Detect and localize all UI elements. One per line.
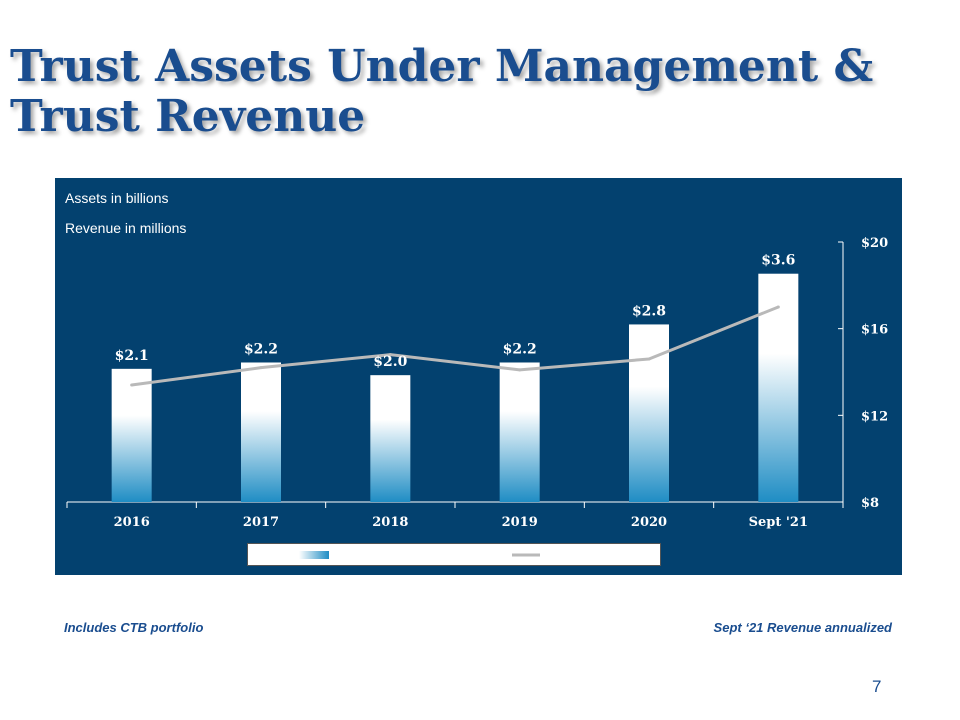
y-axis-right-tick-label: $12 — [861, 409, 888, 424]
revenue-point — [647, 357, 651, 361]
revenue-point — [776, 305, 780, 309]
chart-panel: Assets in billions Revenue in millions $… — [55, 178, 902, 575]
bar-managed-assets — [370, 375, 411, 502]
chart-svg: $20 $16 $12 $8 $2.1 2016 $2.2 2017 $2.0 2018 $2.2… — [66, 236, 888, 566]
title-line-1: Trust Assets Under Management & — [10, 41, 874, 92]
bar-value-label: $2.2 — [244, 341, 278, 357]
y-axis-right-tick-label: $16 — [861, 323, 888, 338]
x-axis-tick-label: 2018 — [372, 515, 408, 530]
x-axis-tick-label: Sept '21 — [749, 515, 808, 530]
x-axis-tick-label: 2017 — [243, 515, 279, 530]
bar-value-label: $2.0 — [373, 354, 407, 370]
revenue-point — [130, 383, 134, 387]
bar-managed-assets — [111, 368, 152, 502]
legend-swatch-managed-assets — [299, 551, 329, 559]
footnote-right: Sept ‘21 Revenue annualized — [713, 620, 892, 635]
legend-border — [247, 543, 661, 566]
x-axis-tick-label: 2020 — [631, 515, 667, 530]
legend-label-revenue: Revenue — [541, 549, 603, 564]
revenue-point — [388, 353, 392, 357]
bar-value-label: $2.2 — [503, 341, 537, 357]
revenue-unit-note: Revenue in millions — [65, 220, 187, 236]
legend-label-managed-assets: Managed Assets — [330, 549, 448, 564]
bar-value-label: $2.8 — [632, 303, 666, 319]
bar-managed-assets — [499, 362, 540, 502]
bar-managed-assets — [629, 324, 669, 502]
y-axis-right-tick-label: $8 — [861, 496, 879, 511]
footnote-left: Includes CTB portfolio — [64, 620, 204, 635]
title-line-2: Trust Revenue — [10, 91, 366, 142]
revenue-line — [131, 305, 779, 387]
bar-value-label: $3.6 — [761, 253, 795, 269]
page-number: 7 — [872, 677, 882, 696]
legend-box — [247, 543, 661, 566]
page-title: Trust Assets Under Management & Trust Re… — [10, 42, 950, 142]
x-axis-tick-label: 2016 — [114, 515, 150, 530]
revenue-point — [518, 368, 522, 372]
revenue-point — [259, 366, 263, 370]
assets-unit-note: Assets in billions — [65, 190, 169, 206]
bar-value-label: $2.1 — [115, 348, 149, 364]
y-axis-right-tick-label: $20 — [861, 236, 888, 251]
bar-managed-assets — [241, 362, 281, 502]
x-axis-tick-label: 2019 — [502, 515, 538, 530]
